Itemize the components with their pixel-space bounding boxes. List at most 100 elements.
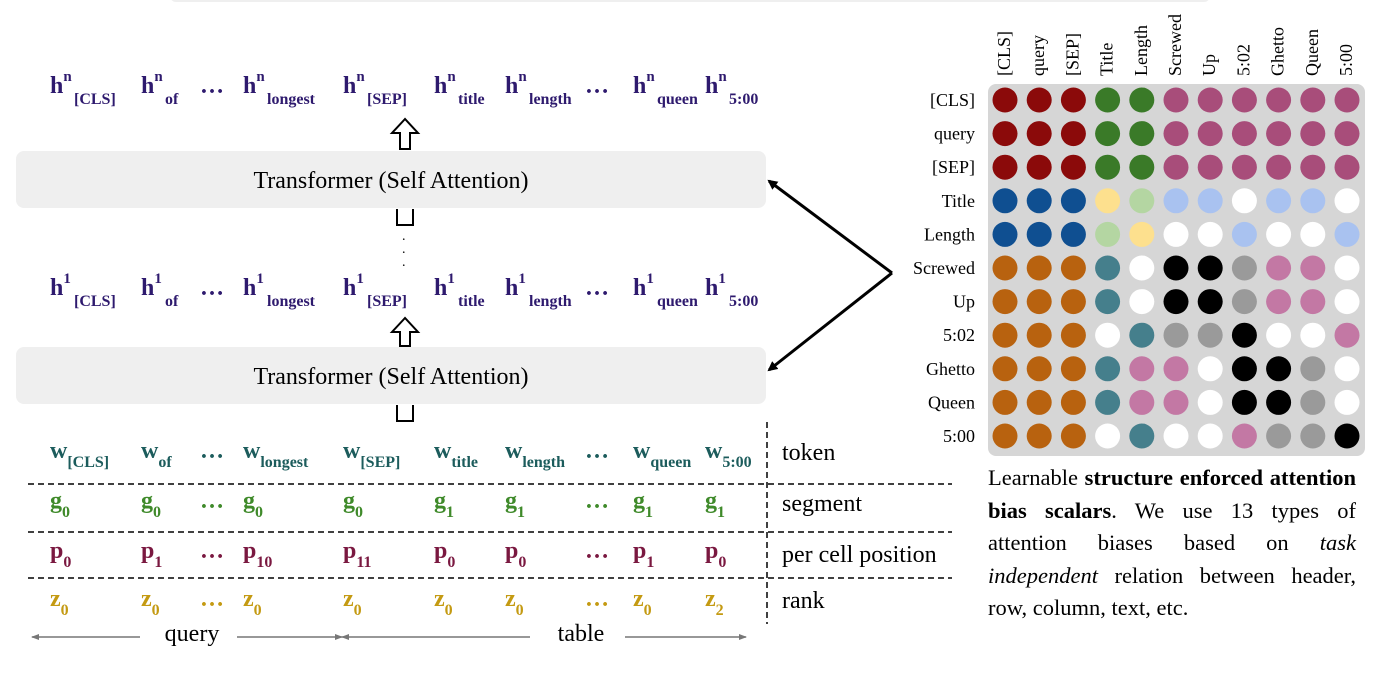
- token-base: w: [50, 438, 68, 464]
- matrix-row-label: Ghetto: [926, 359, 975, 379]
- token-base: g: [141, 488, 153, 514]
- matrix-row-label: Queen: [928, 392, 975, 412]
- token-symbol: h1length: [505, 271, 572, 310]
- caption-text-1: Learnable: [988, 465, 1085, 490]
- token-subscript: 5:00: [722, 454, 751, 471]
- matrix-cell: [1197, 188, 1223, 214]
- token-symbol: g1: [434, 488, 454, 521]
- token-base: z: [705, 586, 716, 612]
- matrix-cell: [1026, 188, 1052, 214]
- token-subscript: 0: [447, 554, 455, 571]
- matrix-cell: [1197, 389, 1223, 415]
- token-subscript: 1: [446, 504, 454, 521]
- matrix-col-label: Length: [1131, 25, 1151, 76]
- matrix-cell: [1129, 322, 1155, 348]
- token-symbol: z0: [633, 586, 652, 619]
- matrix-cell: [1163, 389, 1189, 415]
- matrix-cell: [1197, 289, 1223, 315]
- matrix-cell: [992, 423, 1018, 449]
- matrix-cell: [1060, 154, 1086, 180]
- token-symbol: g0: [141, 488, 161, 521]
- matrix-cell: [992, 389, 1018, 415]
- matrix-cell: [1197, 356, 1223, 382]
- token-subscript: title: [458, 293, 485, 310]
- token-subscript: longest: [267, 293, 316, 310]
- matrix-cell: [1060, 188, 1086, 214]
- matrix-row-label: 5:00: [943, 426, 975, 446]
- token-symbol: hnof: [141, 69, 179, 108]
- token-symbol: wlongest: [243, 438, 309, 471]
- token-subscript: 1: [645, 504, 653, 521]
- matrix-cell: [1060, 322, 1086, 348]
- token-symbol: p10: [243, 538, 272, 571]
- token-subscript: [SEP]: [360, 454, 400, 471]
- token-symbol: hn5:00: [705, 69, 758, 108]
- ellipsis: …: [585, 538, 609, 564]
- matrix-col-label: Title: [1097, 43, 1117, 76]
- token-subscript: 0: [62, 504, 70, 521]
- token-subscript: [CLS]: [74, 91, 116, 108]
- token-base: p: [50, 538, 63, 564]
- token-symbol: h1longest: [243, 271, 316, 310]
- table-span-label: table: [558, 621, 605, 647]
- token-superscript: 1: [63, 271, 71, 287]
- matrix-cell: [1300, 389, 1326, 415]
- matrix-cell: [1095, 154, 1121, 180]
- matrix-cell: [992, 87, 1018, 113]
- matrix-cell: [1095, 121, 1121, 147]
- token-symbol: h1[SEP]: [343, 271, 407, 310]
- token-subscript: 5:00: [729, 91, 758, 108]
- token-base: h: [343, 73, 356, 99]
- hollow-up-arrow-top: [389, 117, 421, 150]
- matrix-col-label: [SEP]: [1062, 33, 1082, 76]
- matrix-row-label: query: [934, 124, 975, 144]
- token-base: h: [705, 73, 718, 99]
- token-symbol: p0: [705, 538, 726, 571]
- matrix-row-label: Length: [924, 224, 975, 244]
- token-symbol: g0: [243, 488, 263, 521]
- token-symbol: p1: [141, 538, 162, 571]
- matrix-cell: [1026, 356, 1052, 382]
- matrix-col-label: Up: [1199, 54, 1219, 76]
- token-subscript: longest: [260, 454, 309, 471]
- matrix-cell: [1231, 356, 1257, 382]
- token-subscript: 10: [256, 554, 272, 571]
- token-superscript: 1: [356, 271, 364, 287]
- matrix-cell: [1334, 289, 1360, 315]
- token-superscript: 1: [447, 271, 455, 287]
- token-base: g: [50, 488, 62, 514]
- matrix-cell: [1231, 154, 1257, 180]
- matrix-cell: [1334, 221, 1360, 247]
- matrix-cell: [1300, 121, 1326, 147]
- matrix-cell: [992, 322, 1018, 348]
- token-base: g: [633, 488, 645, 514]
- token-subscript: 2: [716, 602, 724, 619]
- token-label: token: [782, 440, 835, 466]
- token-base: p: [705, 538, 718, 564]
- matrix-cell: [992, 255, 1018, 281]
- token-symbol: z0: [50, 586, 69, 619]
- token-subscript: length: [529, 91, 572, 108]
- token-symbol: g0: [50, 488, 70, 521]
- matrix-col-label: Screwed: [1165, 14, 1185, 76]
- matrix-cell: [1060, 289, 1086, 315]
- token-symbol: g1: [505, 488, 525, 521]
- matrix-cell: [1060, 356, 1086, 382]
- matrix-cell: [1095, 356, 1121, 382]
- matrix-cell: [1129, 255, 1155, 281]
- matrix-col-label: 5:00: [1336, 44, 1356, 76]
- token-base: h: [633, 275, 646, 301]
- token-base: z: [50, 586, 61, 612]
- position-embedding-row: p0 p1… p10 p11 p0 p0… p1 p0: [50, 538, 726, 571]
- segment-label: segment: [782, 491, 862, 517]
- ellipsis: …: [200, 538, 224, 564]
- token-symbol: wof: [141, 438, 172, 471]
- token-base: h: [633, 73, 646, 99]
- token-base: h: [243, 275, 256, 301]
- matrix-cell: [1163, 255, 1189, 281]
- matrix-cell: [1231, 87, 1257, 113]
- matrix-cell: [1163, 154, 1189, 180]
- token-subscript: 0: [355, 504, 363, 521]
- token-symbol: w[SEP]: [343, 438, 400, 471]
